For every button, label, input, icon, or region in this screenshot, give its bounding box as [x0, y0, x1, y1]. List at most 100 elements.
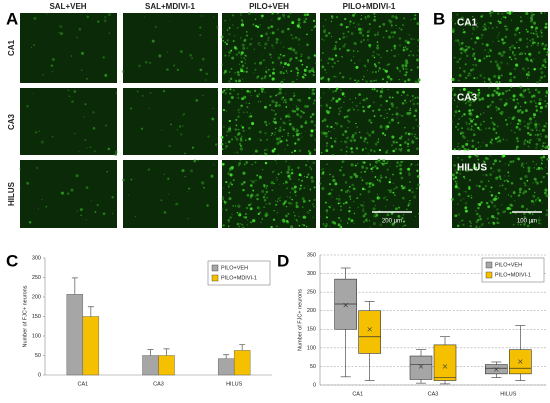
speckle [408, 171, 411, 174]
speckle [261, 90, 264, 93]
speckle [276, 179, 278, 181]
speckle [314, 138, 317, 141]
speckle [409, 199, 411, 202]
speckle [480, 201, 483, 204]
speckle [360, 40, 363, 44]
speckle [284, 180, 288, 184]
speckle [306, 13, 309, 16]
speckle [494, 159, 497, 163]
speckle [376, 41, 379, 43]
speckle [388, 63, 390, 66]
speckle [523, 166, 525, 169]
speckle [369, 28, 371, 30]
speckle [452, 87, 454, 89]
speckle [289, 57, 293, 61]
speckle [310, 120, 314, 124]
speckle [527, 72, 530, 75]
speckle [362, 109, 366, 113]
speckle [497, 40, 500, 43]
speckle [321, 169, 323, 171]
speckle [370, 182, 373, 184]
speckle [334, 89, 337, 93]
speckle [363, 139, 366, 143]
speckle [238, 225, 240, 228]
speckle [349, 175, 353, 179]
speckle [263, 198, 267, 202]
speckle [377, 31, 379, 34]
speckle [492, 162, 495, 166]
speckle [370, 121, 373, 124]
speckle [392, 35, 395, 38]
speckle [484, 168, 487, 170]
speckle [535, 30, 538, 33]
speckle [333, 128, 335, 130]
speckle [78, 27, 82, 31]
column-header: SAL+VEH [49, 2, 86, 11]
speckle [535, 105, 538, 108]
speckle [270, 181, 274, 185]
speckle [390, 212, 394, 215]
speckle [332, 48, 334, 51]
speckle [415, 187, 418, 190]
speckle [393, 31, 396, 34]
speckle [102, 56, 105, 59]
speckle [226, 130, 229, 133]
speckle [540, 157, 543, 160]
speckle [513, 76, 516, 79]
speckle [221, 148, 224, 150]
speckle [480, 15, 483, 18]
speckle [470, 196, 473, 199]
speckle [475, 115, 479, 119]
speckle [268, 122, 271, 125]
speckle [464, 63, 467, 66]
speckle [523, 189, 526, 193]
speckle [413, 195, 417, 199]
speckle [240, 51, 244, 55]
speckle [353, 62, 356, 65]
speckle [295, 203, 298, 206]
speckle [391, 96, 394, 99]
speckle [280, 118, 282, 120]
speckle [416, 22, 420, 25]
speckle [240, 144, 242, 147]
speckle [491, 93, 495, 97]
speckle [32, 92, 34, 94]
speckle [286, 170, 290, 174]
speckle [288, 115, 291, 119]
speckle [464, 206, 468, 209]
speckle [373, 79, 376, 82]
speckle [182, 114, 185, 117]
speckle [408, 189, 411, 192]
speckle [489, 60, 492, 63]
speckle [362, 221, 365, 223]
speckle [268, 69, 270, 71]
speckle [496, 37, 498, 39]
speckle [380, 174, 382, 177]
speckle [464, 209, 468, 213]
speckle [459, 24, 461, 26]
speckle [227, 172, 230, 175]
speckle [545, 53, 549, 56]
speckle [545, 209, 549, 212]
speckle [403, 17, 406, 20]
speckle [306, 226, 308, 228]
speckle [497, 107, 501, 111]
speckle [343, 43, 347, 46]
speckle [322, 168, 324, 170]
speckle [463, 175, 465, 178]
speckle [349, 77, 352, 80]
speckle [229, 173, 233, 177]
speckle [451, 77, 455, 81]
speckle [400, 176, 404, 180]
speckle [487, 27, 490, 29]
speckle [235, 53, 238, 56]
speckle [335, 197, 338, 200]
micrograph [20, 88, 117, 155]
speckle [330, 205, 332, 207]
speckle [526, 30, 529, 33]
speckle [280, 97, 284, 101]
speckle [335, 40, 338, 44]
speckle [534, 196, 536, 198]
speckle [467, 74, 470, 77]
speckle [365, 80, 368, 83]
